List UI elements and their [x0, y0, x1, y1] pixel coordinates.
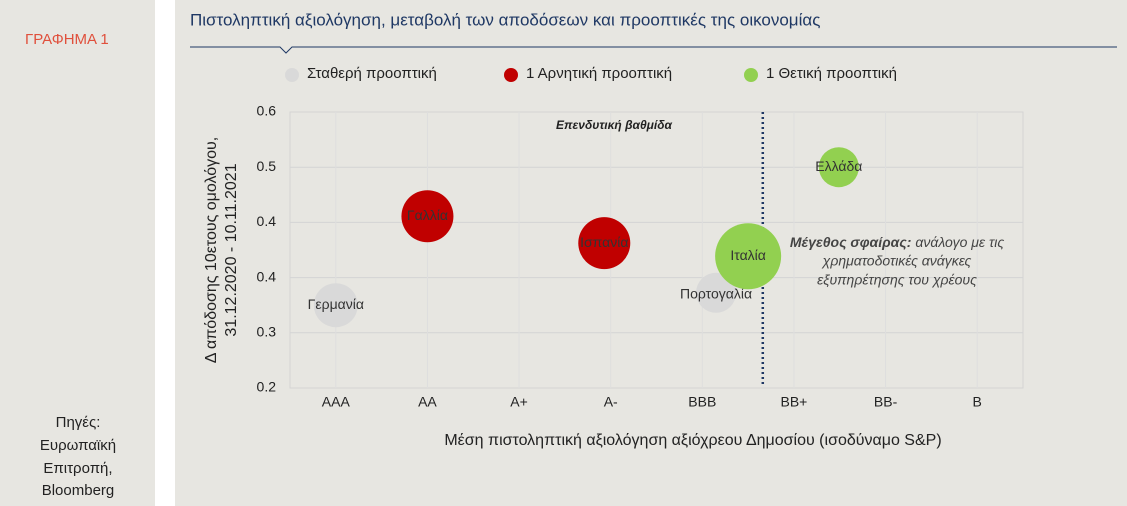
x-tick-label: B	[973, 394, 982, 410]
bubble-label: Πορτογαλία	[680, 285, 752, 301]
bubble-label: Ισπανία	[580, 234, 628, 250]
y-axis-label: Δ απόδοσης 10ετους ομολόγου, 31.12.2020 …	[203, 137, 240, 363]
size-note-label: Μέγεθος σφαίρας:	[790, 234, 912, 250]
panel	[175, 0, 1127, 506]
bubble	[715, 223, 782, 290]
size-note-line: χρηματοδοτικές ανάγκες	[821, 253, 972, 269]
bubble-label: Ιταλία	[730, 247, 766, 263]
bubble-label: Γαλλία	[407, 207, 448, 223]
x-axis-label: Μέση πιστοληπτική αξιολόγηση αξιόχρεου Δ…	[444, 432, 941, 449]
x-tick-label: BB-	[874, 394, 898, 410]
legend-label: Σταθερή προοπτική	[307, 65, 437, 82]
y-axis-label-line: 31.12.2020 - 10.11.2021	[223, 163, 240, 336]
size-note: Μέγεθος σφαίρας: ανάλογο με τις	[790, 234, 1004, 250]
x-tick-label: AAA	[322, 394, 351, 410]
bubble	[818, 147, 859, 188]
bubble-label: Γερμανία	[308, 296, 364, 312]
y-tick-label: 0.5	[257, 158, 277, 174]
chart-title: Πιστοληπτική αξιολόγηση, μεταβολή των απ…	[190, 10, 820, 29]
y-tick-label: 0.6	[257, 103, 277, 119]
source: Πηγές:	[56, 414, 101, 431]
legend-marker	[504, 68, 518, 82]
legend-marker	[744, 68, 758, 82]
x-tick-label: AA	[418, 394, 437, 410]
sidebar	[0, 0, 155, 506]
legend-label: 1 Θετική προοπτική	[766, 65, 897, 82]
size-note-line: ανάλογο με τις	[915, 234, 1004, 250]
y-tick-label: 0.4	[257, 213, 277, 229]
bubble	[401, 190, 454, 243]
y-axis-label-line: Δ απόδοσης 10ετους ομολόγου,	[203, 137, 220, 363]
bubble	[578, 217, 631, 270]
y-tick-label: 0.4	[257, 268, 277, 284]
legend-marker	[285, 68, 299, 82]
bubble	[696, 272, 737, 313]
y-tick-label: 0.3	[257, 324, 277, 340]
x-tick-label: BBB	[688, 394, 716, 410]
x-tick-label: A-	[604, 394, 618, 410]
threshold-label: Επενδυτική βαθμίδα	[556, 118, 673, 132]
bubble-label: Ελλάδα	[815, 158, 862, 174]
title-rule	[190, 46, 1117, 54]
source: Bloomberg	[42, 482, 115, 499]
source: Επιτροπή,	[43, 460, 112, 477]
size-note-line: εξυπηρέτησης του χρέους	[817, 272, 977, 288]
legend-label: 1 Αρνητική προοπτική	[526, 65, 672, 82]
x-tick-label: A+	[510, 394, 528, 410]
source: Ευρωπαϊκή	[40, 437, 116, 454]
sidebar-label: ΓΡΑΦΗΜΑ 1	[25, 31, 109, 48]
bubble	[313, 283, 358, 328]
y-tick-label: 0.2	[257, 379, 277, 395]
x-tick-label: BB+	[781, 394, 808, 410]
